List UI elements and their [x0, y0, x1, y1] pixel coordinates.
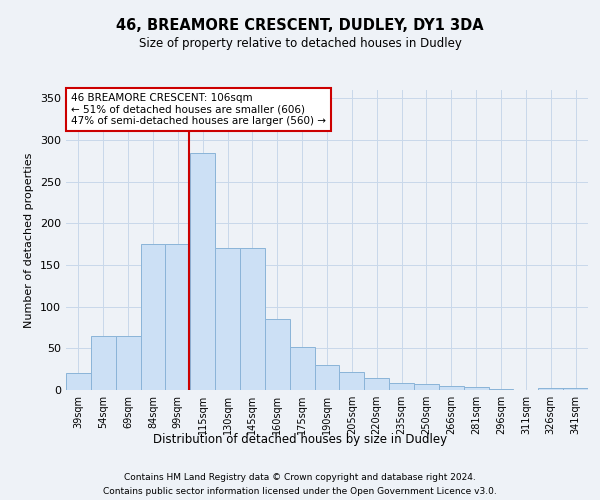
Bar [340, 372, 364, 390]
Bar [414, 384, 439, 390]
Bar [66, 374, 91, 390]
Bar [538, 388, 563, 390]
Y-axis label: Number of detached properties: Number of detached properties [25, 152, 34, 328]
Bar [488, 389, 514, 390]
Text: Distribution of detached houses by size in Dudley: Distribution of detached houses by size … [153, 432, 447, 446]
Bar [464, 386, 488, 390]
Bar [166, 244, 190, 390]
Text: Contains HM Land Registry data © Crown copyright and database right 2024.: Contains HM Land Registry data © Crown c… [124, 472, 476, 482]
Bar [439, 386, 464, 390]
Bar [314, 365, 340, 390]
Bar [364, 378, 389, 390]
Text: 46 BREAMORE CRESCENT: 106sqm
← 51% of detached houses are smaller (606)
47% of s: 46 BREAMORE CRESCENT: 106sqm ← 51% of de… [71, 93, 326, 126]
Bar [265, 319, 290, 390]
Bar [290, 346, 314, 390]
Bar [140, 244, 166, 390]
Bar [116, 336, 140, 390]
Bar [215, 248, 240, 390]
Bar [91, 336, 116, 390]
Bar [389, 382, 414, 390]
Text: 46, BREAMORE CRESCENT, DUDLEY, DY1 3DA: 46, BREAMORE CRESCENT, DUDLEY, DY1 3DA [116, 18, 484, 32]
Text: Contains public sector information licensed under the Open Government Licence v3: Contains public sector information licen… [103, 488, 497, 496]
Bar [563, 388, 588, 390]
Bar [190, 152, 215, 390]
Text: Size of property relative to detached houses in Dudley: Size of property relative to detached ho… [139, 38, 461, 51]
Bar [240, 248, 265, 390]
